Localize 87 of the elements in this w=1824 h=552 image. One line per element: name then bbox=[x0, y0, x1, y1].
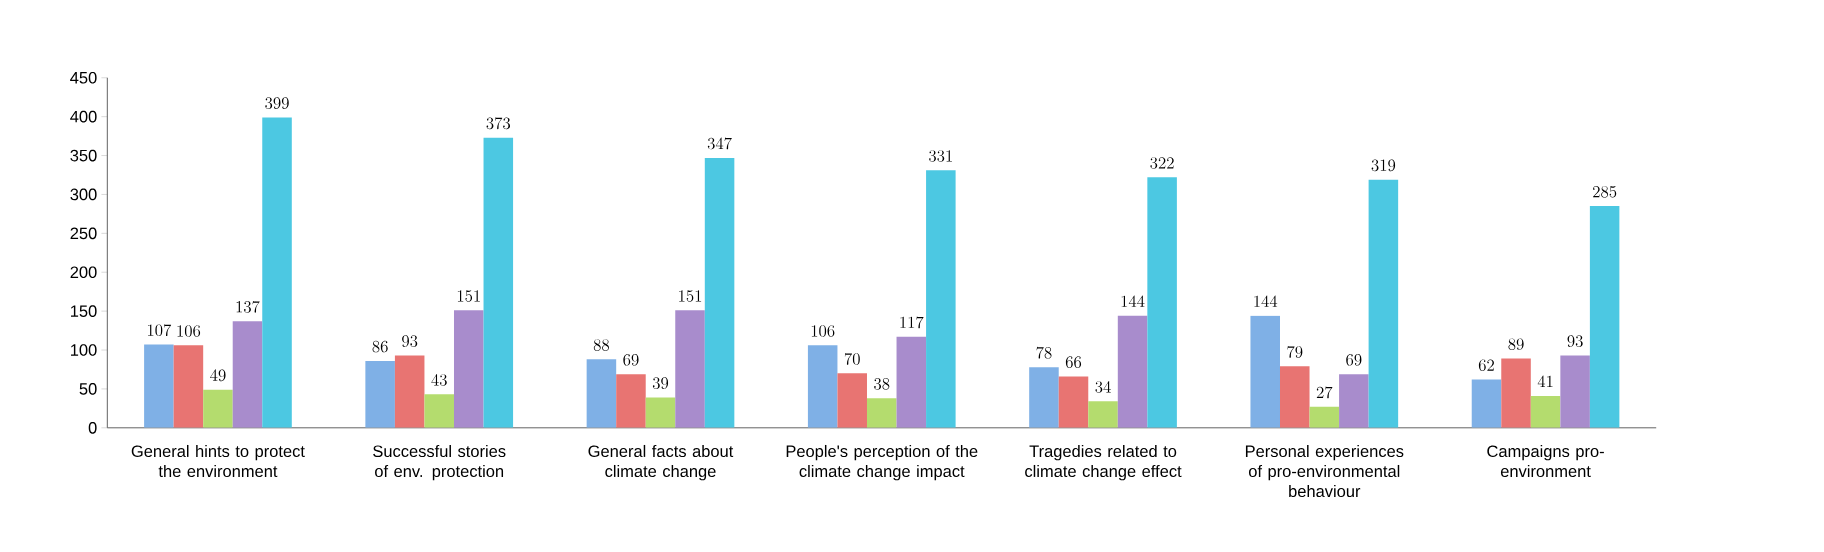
y-tick-label: 150 bbox=[71, 305, 97, 317]
data-label: 27 bbox=[1316, 386, 1333, 399]
data-label: 34 bbox=[1095, 380, 1111, 393]
bar bbox=[1088, 401, 1118, 428]
data-label: 79 bbox=[1287, 345, 1303, 358]
data-label: 70 bbox=[844, 352, 860, 365]
data-label: 93 bbox=[1567, 335, 1583, 347]
bar bbox=[1339, 374, 1369, 428]
bar bbox=[1058, 376, 1089, 428]
y-tick-label: 100 bbox=[71, 344, 97, 356]
bar bbox=[807, 345, 838, 428]
bar bbox=[1560, 355, 1590, 428]
data-label: 93 bbox=[402, 335, 418, 347]
bar bbox=[1368, 179, 1399, 428]
data-label: 38 bbox=[874, 378, 890, 390]
y-tick-label: 250 bbox=[70, 227, 97, 240]
bar bbox=[424, 394, 454, 428]
x-tick-label: Personal experiences of pro-environmental behaviour bbox=[1245, 444, 1404, 498]
bar bbox=[453, 310, 484, 428]
bar bbox=[866, 398, 897, 428]
bar bbox=[483, 137, 514, 428]
data-label: 78 bbox=[1036, 346, 1052, 359]
bar bbox=[1501, 358, 1531, 428]
y-tick-label: 50 bbox=[79, 383, 97, 395]
bar bbox=[173, 345, 204, 428]
bar bbox=[232, 321, 263, 428]
data-label: 399 bbox=[265, 97, 289, 109]
data-label: 373 bbox=[486, 117, 511, 130]
data-label: 331 bbox=[929, 150, 952, 162]
data-label: 88 bbox=[593, 339, 609, 351]
data-label: 117 bbox=[900, 316, 924, 329]
bar bbox=[262, 117, 292, 428]
data-label: 144 bbox=[1121, 295, 1145, 307]
bar bbox=[675, 310, 705, 428]
data-label: 106 bbox=[811, 325, 835, 337]
data-label: 106 bbox=[177, 325, 201, 337]
bar bbox=[586, 359, 617, 428]
bar bbox=[365, 360, 395, 428]
y-tick-label: 0 bbox=[88, 421, 97, 434]
y-tick-label: 200 bbox=[70, 266, 97, 279]
bar bbox=[837, 373, 867, 428]
y-tick-label: 300 bbox=[70, 188, 97, 201]
y-tick-label: 350 bbox=[70, 149, 97, 162]
x-tick-label: General facts about climate change bbox=[588, 444, 734, 481]
bar bbox=[1471, 379, 1502, 428]
x-tick-label: Campaigns pro-environment bbox=[1487, 444, 1604, 478]
x-tick-label: People's perception of the climate change impact bbox=[786, 444, 978, 481]
bar bbox=[645, 397, 676, 428]
data-label: 319 bbox=[1371, 159, 1396, 172]
data-label: 69 bbox=[1346, 353, 1362, 366]
x-tick-label: General hints to protect the environment bbox=[131, 444, 305, 478]
data-label: 137 bbox=[236, 300, 260, 313]
bar bbox=[1250, 315, 1280, 428]
bar bbox=[926, 170, 956, 428]
bar bbox=[896, 336, 927, 428]
data-label: 144 bbox=[1254, 295, 1278, 307]
bar bbox=[1280, 366, 1310, 428]
data-label: 66 bbox=[1065, 356, 1082, 368]
y-tick-label: 400 bbox=[70, 110, 97, 123]
data-label: 347 bbox=[707, 137, 732, 150]
data-label: 62 bbox=[1478, 359, 1494, 372]
x-tick-label: Tragedies related to climate change effect bbox=[1025, 444, 1182, 481]
data-label: 107 bbox=[147, 324, 172, 337]
data-label: 43 bbox=[431, 373, 447, 386]
bar bbox=[1117, 315, 1148, 428]
data-label: 151 bbox=[457, 290, 480, 302]
data-label: 49 bbox=[210, 369, 226, 382]
data-label: 39 bbox=[652, 377, 669, 389]
bar bbox=[1589, 206, 1620, 428]
data-label: 322 bbox=[1150, 157, 1174, 169]
data-label: 41 bbox=[1537, 375, 1553, 387]
data-label: 151 bbox=[679, 290, 702, 302]
data-label: 89 bbox=[1508, 338, 1524, 351]
bar bbox=[1530, 395, 1561, 428]
bar bbox=[144, 344, 174, 428]
bar bbox=[1029, 367, 1059, 428]
data-label: 86 bbox=[372, 340, 388, 353]
data-label: 69 bbox=[623, 353, 639, 366]
bar bbox=[704, 157, 735, 428]
bar bbox=[1147, 177, 1177, 428]
bar bbox=[616, 374, 646, 428]
data-label: 285 bbox=[1593, 185, 1617, 198]
bar bbox=[1309, 406, 1340, 428]
y-tick-label: 450 bbox=[70, 71, 97, 84]
bar bbox=[203, 389, 233, 428]
bar bbox=[394, 355, 425, 428]
x-tick-label: Successful stories of env. protection bbox=[373, 444, 506, 481]
